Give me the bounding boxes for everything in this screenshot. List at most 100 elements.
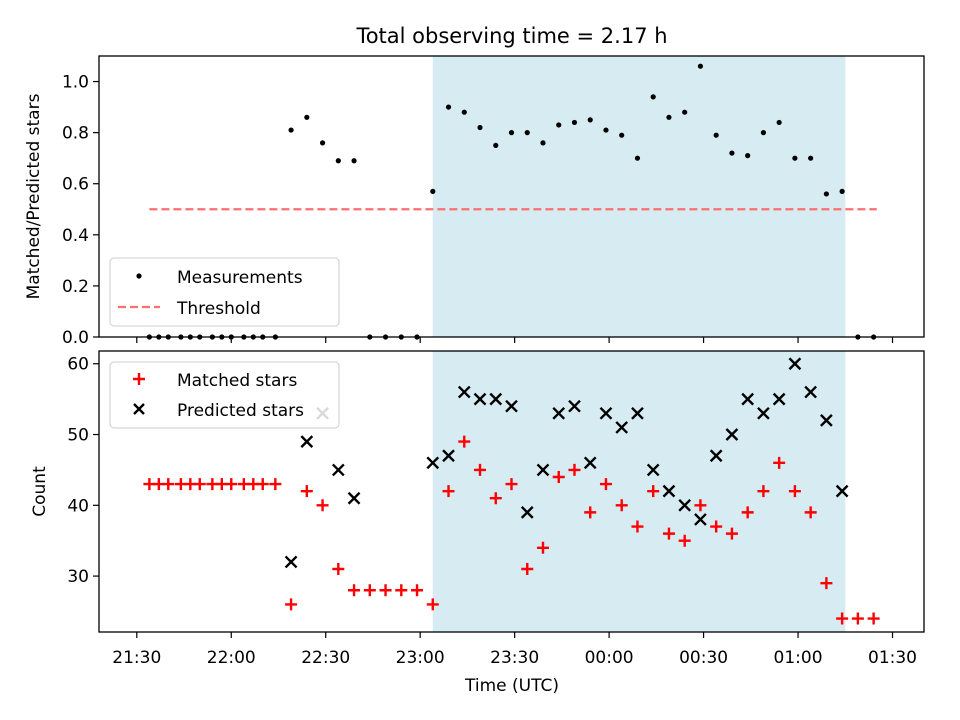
measurement-point [587, 117, 593, 123]
matched-star-point [395, 584, 408, 597]
bottom-observing-window-shade [432, 351, 846, 632]
bottom-axes-frame [98, 350, 925, 633]
top-y-tick-label: 0.6 [62, 175, 89, 195]
predicted-star-point [772, 392, 786, 406]
legend-threshold-label: Threshold [176, 299, 261, 319]
top-y-tick-label: 0.4 [62, 226, 89, 246]
predicted-star-point [615, 421, 629, 434]
predicted-star-point [599, 406, 613, 420]
predicted-star-point [804, 385, 817, 399]
predicted-star-point [331, 463, 345, 477]
top-y-tick-label: 0.2 [62, 277, 89, 297]
measurement-point [808, 155, 814, 161]
x-axis-label: Time (UTC) [464, 676, 559, 696]
predicted-star-point [835, 484, 849, 498]
measurement-point [745, 153, 751, 159]
matched-stars-points [143, 435, 880, 625]
matched-star-point [458, 435, 471, 448]
predicted-star-point [725, 428, 739, 441]
bottom-y-axis-label: Count [30, 466, 50, 517]
matched-star-point [867, 612, 880, 625]
matched-star-point [851, 612, 864, 625]
matched-star-point [552, 470, 565, 483]
matched-star-point [256, 478, 269, 491]
measurement-point [792, 155, 798, 161]
measurement-point [839, 188, 845, 194]
matched-star-point [489, 492, 502, 505]
measurement-point [445, 104, 452, 110]
measurement-point [508, 130, 515, 136]
x-tick-label: 01:30 [868, 648, 917, 668]
matched-star-point [631, 520, 644, 533]
predicted-star-point [505, 399, 518, 413]
top-legend: Measurements Threshold [109, 257, 340, 327]
matched-star-point [662, 527, 675, 540]
bottom-y-tick-label: 40 [67, 496, 89, 516]
measurement-point [634, 155, 641, 161]
measurement-point [493, 142, 499, 149]
matched-star-point [442, 485, 455, 498]
predicted-star-point [757, 406, 770, 420]
measurement-point [571, 119, 578, 126]
matched-star-point [536, 541, 549, 554]
bottom-legend: Matched stars Predicted stars [109, 361, 340, 429]
matched-star-point [836, 612, 849, 625]
x-tick-label: 00:30 [679, 648, 728, 668]
predicted-star-point [284, 555, 298, 569]
predicted-star-point [662, 484, 676, 498]
top-legend-box [109, 257, 340, 327]
matched-star-point [615, 499, 628, 512]
matched-star-point [411, 584, 424, 597]
matched-star-point [741, 506, 754, 519]
predicted-star-point [300, 435, 314, 448]
predicted-star-point [678, 498, 692, 512]
bottom-y-tick-label: 50 [67, 426, 89, 446]
measurement-point [823, 191, 829, 197]
top-panel: 0.0 0.2 0.4 0.6 0.8 1.0 Matched/Predicted sta… [24, 55, 925, 348]
predicted-star-point [457, 385, 471, 399]
measurement-point [697, 63, 704, 69]
measurement-point [477, 124, 483, 131]
measurement-point [304, 114, 310, 120]
top-y-ticks: 0.0 0.2 0.4 0.6 0.8 1.0 [62, 73, 99, 348]
top-x-ticks [136, 337, 894, 343]
measurement-point [729, 150, 735, 156]
matched-star-point [193, 478, 206, 491]
matched-star-point [710, 520, 723, 533]
predicted-star-point [426, 456, 440, 470]
matched-star-point [379, 584, 392, 597]
matched-star-point [647, 485, 660, 498]
matched-star-point [474, 463, 487, 476]
predicted-star-point [583, 456, 597, 470]
measurement-point [335, 158, 341, 164]
measurement-point [666, 114, 672, 120]
top-y-tick-label: 0.0 [62, 328, 89, 348]
measurement-point [288, 127, 294, 133]
measurement-point [760, 130, 767, 136]
measurement-point [619, 132, 625, 138]
bottom-y-tick-label: 30 [67, 567, 89, 587]
measurement-point [430, 188, 436, 194]
predicted-star-point [552, 406, 566, 420]
chart-title: Total observing time = 2.17 h [355, 24, 667, 48]
matched-star-point [820, 577, 833, 590]
top-y-axis-label: Matched/Predicted stars [24, 93, 44, 299]
predicted-star-point [520, 506, 534, 519]
x-tick-label: 21:30 [112, 648, 161, 668]
legend-predicted-marker [133, 403, 145, 415]
matched-star-point [505, 478, 518, 491]
predicted-star-point [442, 449, 455, 463]
matched-star-point [332, 563, 345, 576]
matched-star-point [300, 485, 313, 498]
predicted-star-point [347, 491, 361, 505]
predicted-star-point [820, 414, 833, 427]
measurement-point [540, 140, 546, 146]
measurement-point [524, 130, 530, 136]
predicted-star-point [536, 463, 550, 477]
predicted-star-point [631, 406, 644, 420]
matched-star-point [788, 485, 801, 498]
predicted-star-point [646, 463, 660, 477]
bottom-panel: 30 40 50 60 21:30 22:00 22:30 23:00 23:30 00:00 0… [30, 350, 925, 696]
measurement-point [603, 127, 609, 133]
